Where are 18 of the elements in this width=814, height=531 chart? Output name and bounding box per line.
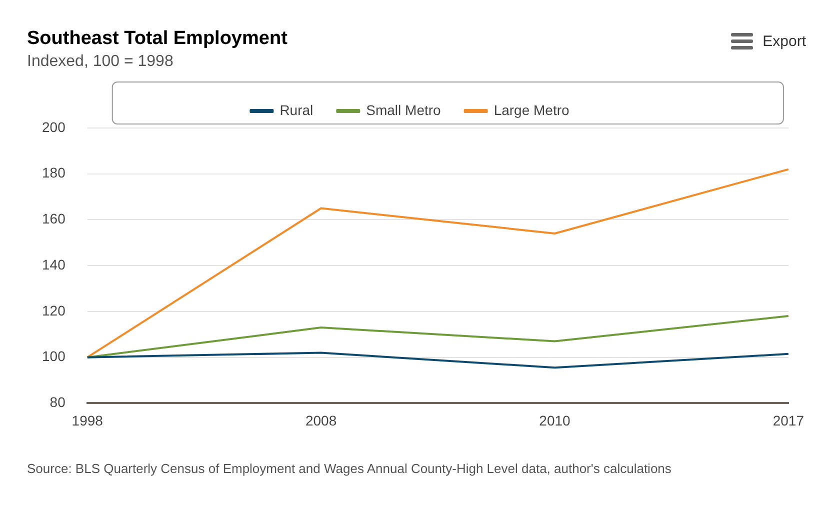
source-note: Source: BLS Quarterly Census of Employment and Wages Annual County-High Level data, author's calculations: [27, 461, 672, 476]
y-tick-label: 80: [50, 394, 66, 410]
y-tick-label: 120: [42, 302, 66, 318]
y-tick-label: 180: [42, 164, 66, 181]
y-tick-label: 100: [42, 348, 66, 364]
x-tick-label: 2008: [305, 412, 337, 428]
legend-label: Rural: [280, 102, 314, 118]
x-tick-label: 1998: [72, 412, 104, 428]
text: Export: [762, 32, 806, 50]
y-tick-label: 200: [42, 118, 66, 135]
chart-title: Southeast Total Employment: [27, 28, 288, 50]
chart-subtitle: Indexed, 100 = 1998: [27, 53, 174, 71]
x-tick-label: 2010: [539, 412, 571, 428]
legend-label: Large Metro: [494, 102, 570, 118]
y-tick-label: 140: [42, 256, 66, 272]
y-tick-label: 160: [42, 210, 66, 227]
legend-label: Small Metro: [366, 102, 442, 118]
x-tick-label: 2017: [772, 412, 804, 428]
